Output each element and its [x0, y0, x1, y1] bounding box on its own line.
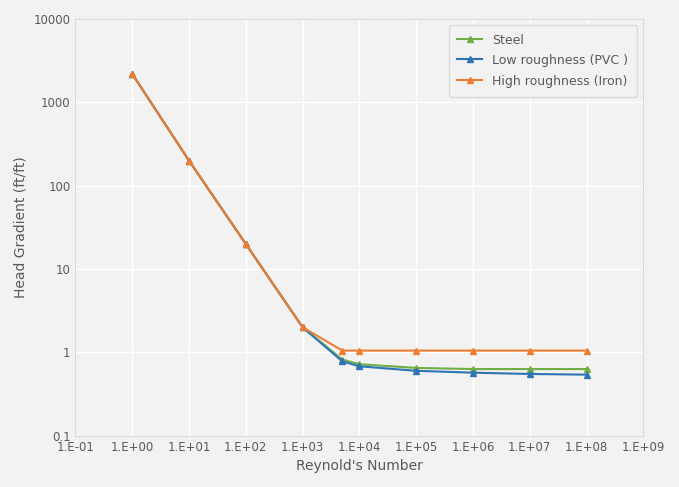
Steel	[526, 366, 534, 372]
Low roughness (PVC )	[242, 241, 250, 247]
Steel	[185, 158, 193, 164]
Steel	[412, 365, 420, 371]
Low roughness (PVC )	[469, 370, 477, 375]
Low roughness (PVC )	[526, 371, 534, 377]
Low roughness (PVC )	[355, 363, 363, 369]
Line: Steel: Steel	[128, 70, 590, 373]
High roughness (Iron)	[583, 348, 591, 354]
Y-axis label: Head Gradient (ft/ft): Head Gradient (ft/ft)	[14, 156, 28, 298]
High roughness (Iron)	[338, 348, 346, 354]
Steel	[128, 71, 136, 76]
Legend: Steel, Low roughness (PVC ), High roughness (Iron): Steel, Low roughness (PVC ), High roughn…	[449, 25, 637, 96]
Low roughness (PVC )	[583, 372, 591, 377]
Low roughness (PVC )	[299, 324, 307, 330]
Steel	[299, 324, 307, 330]
Steel	[355, 361, 363, 367]
Steel	[242, 241, 250, 247]
Steel	[338, 356, 346, 362]
High roughness (Iron)	[242, 241, 250, 247]
Steel	[469, 366, 477, 372]
High roughness (Iron)	[412, 348, 420, 354]
X-axis label: Reynold's Number: Reynold's Number	[296, 459, 423, 473]
High roughness (Iron)	[355, 348, 363, 354]
High roughness (Iron)	[128, 71, 136, 76]
Line: High roughness (Iron): High roughness (Iron)	[128, 70, 590, 354]
High roughness (Iron)	[299, 324, 307, 330]
Line: Low roughness (PVC ): Low roughness (PVC )	[128, 70, 590, 378]
Low roughness (PVC )	[412, 368, 420, 374]
High roughness (Iron)	[469, 348, 477, 354]
High roughness (Iron)	[526, 348, 534, 354]
Steel	[583, 366, 591, 372]
Low roughness (PVC )	[185, 158, 193, 164]
Low roughness (PVC )	[338, 358, 346, 364]
High roughness (Iron)	[185, 158, 193, 164]
Low roughness (PVC )	[128, 71, 136, 76]
